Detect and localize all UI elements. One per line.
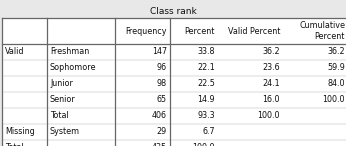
Text: 435: 435	[152, 144, 167, 146]
Text: 65: 65	[157, 95, 167, 105]
Text: Valid: Valid	[5, 47, 25, 57]
Text: 36.2: 36.2	[262, 47, 280, 57]
Text: Valid Percent: Valid Percent	[228, 27, 280, 35]
Text: Total: Total	[5, 144, 24, 146]
Text: Total: Total	[50, 112, 69, 120]
Text: 147: 147	[152, 47, 167, 57]
Text: 36.2: 36.2	[327, 47, 345, 57]
Text: 33.8: 33.8	[198, 47, 215, 57]
Text: 100.0: 100.0	[257, 112, 280, 120]
Text: System: System	[50, 127, 80, 137]
Text: 29: 29	[157, 127, 167, 137]
Text: 98: 98	[157, 80, 167, 88]
Text: Freshman: Freshman	[50, 47, 89, 57]
Text: 16.0: 16.0	[263, 95, 280, 105]
Text: 24.1: 24.1	[262, 80, 280, 88]
Text: 59.9: 59.9	[327, 64, 345, 73]
Text: 14.9: 14.9	[197, 95, 215, 105]
Text: 23.6: 23.6	[262, 64, 280, 73]
Text: Frequency: Frequency	[126, 27, 167, 35]
Text: 84.0: 84.0	[328, 80, 345, 88]
Text: 406: 406	[152, 112, 167, 120]
Text: Missing: Missing	[5, 127, 35, 137]
Text: Sophomore: Sophomore	[50, 64, 97, 73]
Text: 93.3: 93.3	[197, 112, 215, 120]
Text: 96: 96	[157, 64, 167, 73]
Text: Percent: Percent	[185, 27, 215, 35]
Text: 22.1: 22.1	[197, 64, 215, 73]
Text: 100.0: 100.0	[322, 95, 345, 105]
Text: Junior: Junior	[50, 80, 73, 88]
Text: Class rank: Class rank	[149, 7, 197, 16]
Text: 22.5: 22.5	[197, 80, 215, 88]
Text: 6.7: 6.7	[202, 127, 215, 137]
Text: 100.0: 100.0	[192, 144, 215, 146]
Text: Senior: Senior	[50, 95, 76, 105]
Text: Cumulative
Percent: Cumulative Percent	[299, 21, 345, 41]
